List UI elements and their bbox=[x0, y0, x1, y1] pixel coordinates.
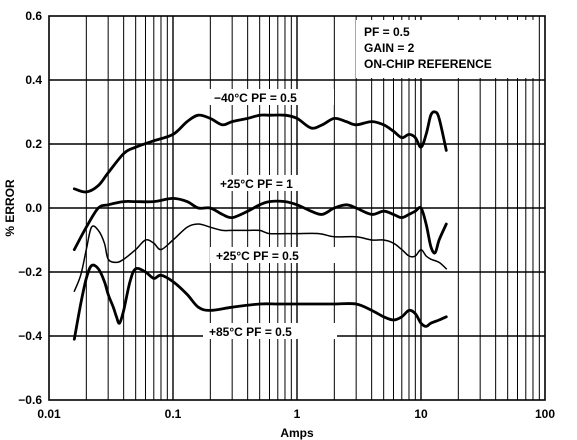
y-tick-label: −0.6 bbox=[18, 393, 42, 407]
svg-text:+85°C PF = 0.5: +85°C PF = 0.5 bbox=[209, 325, 292, 339]
svg-text:+25°C PF = 1: +25°C PF = 1 bbox=[220, 177, 293, 191]
annotation-box bbox=[356, 20, 538, 78]
curve-85c-pf05 bbox=[72, 263, 448, 341]
series-label-minus40c: −40°C PF = 0.5 bbox=[208, 89, 334, 105]
tick-labels: 0.01 0.1 1 10 100 0.6 0.4 0.2 0.0 −0.2 −0.4 −0.6 bbox=[18, 9, 555, 421]
x-tick-label: 1 bbox=[294, 407, 301, 421]
curve-25c-pf1 bbox=[72, 197, 448, 255]
y-axis-title: % ERROR bbox=[3, 179, 17, 237]
annotation-line-2: GAIN = 2 bbox=[364, 41, 415, 55]
y-tick-label: 0.2 bbox=[25, 137, 42, 151]
annotation-line-1: PF = 0.5 bbox=[364, 25, 410, 39]
series-label-25c-pf1: +25°C PF = 1 bbox=[214, 175, 332, 191]
curve-minus40c-pf05 bbox=[72, 110, 448, 194]
y-tick-label: 0.0 bbox=[25, 201, 42, 215]
series-label-25c-pf05: +25°C PF = 0.5 bbox=[210, 247, 342, 263]
series-label-85c: +85°C PF = 0.5 bbox=[203, 323, 337, 339]
plot-frame bbox=[48, 15, 546, 401]
curve-25c-pf05 bbox=[73, 223, 448, 292]
y-tick-label: 0.6 bbox=[25, 9, 42, 23]
x-tick-label: 100 bbox=[535, 407, 555, 421]
x-tick-label: 10 bbox=[414, 407, 428, 421]
x-tick-label: 0.1 bbox=[165, 407, 182, 421]
svg-text:−40°C PF = 0.5: −40°C PF = 0.5 bbox=[214, 91, 297, 105]
y-tick-label: 0.4 bbox=[25, 73, 42, 87]
y-tick-label: −0.2 bbox=[18, 265, 42, 279]
series-lines bbox=[72, 110, 448, 341]
x-axis-title: Amps bbox=[280, 426, 314, 440]
x-tick-label: 0.01 bbox=[37, 407, 61, 421]
annotation-line-3: ON-CHIP REFERENCE bbox=[364, 57, 492, 71]
y-tick-label: −0.4 bbox=[18, 329, 42, 343]
svg-text:+25°C PF = 0.5: +25°C PF = 0.5 bbox=[216, 249, 299, 263]
